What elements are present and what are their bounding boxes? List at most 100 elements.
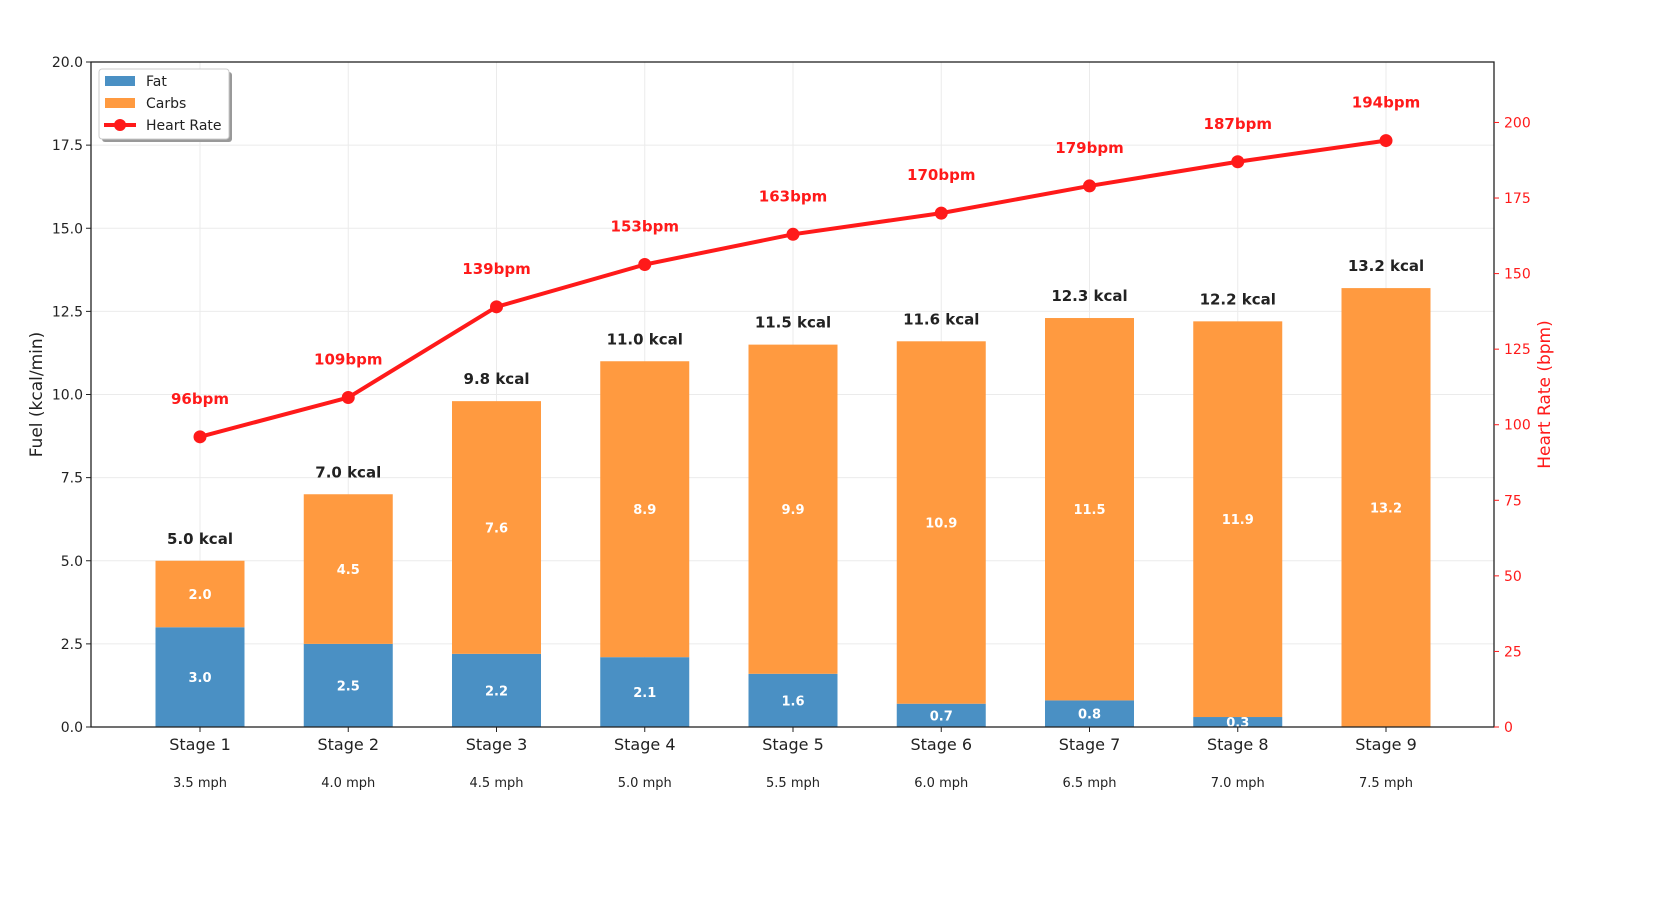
bar-carbs: [1193, 321, 1283, 718]
y2-tick-label: 25: [1504, 644, 1522, 660]
y2-tick-label: 100: [1504, 418, 1531, 434]
bar-carbs: [1045, 318, 1134, 701]
bar-label-carbs: 10.9: [925, 517, 957, 532]
bar-carbs: [452, 401, 541, 654]
bar-label-carbs: 2.0: [188, 588, 211, 603]
bar-label-carbs: 8.9: [633, 503, 656, 518]
x-sublabel: 4.0 mph: [321, 776, 375, 791]
heart-rate-label: 170bpm: [907, 166, 975, 184]
heart-rate-label: 179bpm: [1055, 139, 1123, 157]
legend: [98, 68, 230, 140]
y2-tick-label: 50: [1504, 569, 1522, 585]
y-tick-label: 17.5: [52, 138, 83, 154]
bar-total-label: 12.2 kcal: [1200, 290, 1276, 308]
heart-rate-point: [934, 206, 948, 220]
bar-fat: [748, 673, 838, 727]
bar-fat: [896, 703, 986, 727]
bar-carbs: [896, 341, 986, 704]
bar-label-carbs: 11.5: [1073, 503, 1105, 518]
x-sublabel: 6.0 mph: [914, 776, 968, 791]
x-tick-label: Stage 8: [1207, 735, 1269, 754]
heart-rate-label: 153bpm: [611, 218, 679, 236]
heart-rate-point: [638, 258, 652, 272]
bar-label-fat: 0.8: [1078, 708, 1101, 723]
bar-total-label: 11.0 kcal: [607, 330, 683, 348]
bar-carbs: [748, 344, 838, 674]
x-tick-label: Stage 9: [1355, 735, 1417, 754]
bar-label-fat: 1.6: [781, 694, 804, 709]
bar-fat: [1193, 717, 1283, 727]
bar-total-label: 11.6 kcal: [903, 310, 979, 328]
y-tick-label: 15.0: [52, 221, 83, 237]
heart-rate-point: [1379, 134, 1393, 148]
y-tick-label: 10.0: [52, 388, 83, 404]
y2-tick-label: 150: [1504, 267, 1531, 283]
bar-total-label: 5.0 kcal: [167, 530, 233, 548]
x-sublabel: 7.5 mph: [1359, 776, 1413, 791]
x-tick-label: Stage 4: [614, 735, 676, 754]
y-tick-label: 7.5: [61, 471, 83, 487]
x-sublabel: 4.5 mph: [470, 776, 524, 791]
y2-tick-label: 175: [1504, 191, 1531, 207]
y2-tick-label: 0: [1504, 720, 1513, 736]
x-tick-label: Stage 5: [762, 735, 824, 754]
bar-total-label: 7.0 kcal: [315, 463, 381, 481]
bar-carbs: [1341, 288, 1431, 727]
bar-total-label: 12.3 kcal: [1051, 287, 1127, 305]
bar-label-carbs: 9.9: [781, 503, 804, 518]
y2-tick-label: 200: [1504, 115, 1531, 131]
bar-carbs: [155, 560, 245, 628]
x-sublabel: 3.5 mph: [173, 776, 227, 791]
heart-rate-point: [341, 391, 355, 405]
heart-rate-point: [1083, 179, 1096, 193]
x-tick-label: Stage 3: [466, 735, 528, 754]
legend-marker-heart-rate: [114, 119, 126, 131]
bar-label-fat: 2.2: [485, 684, 508, 699]
y2-tick-label: 125: [1504, 342, 1531, 358]
x-tick-label: Stage 1: [169, 735, 231, 754]
heart-rate-label: 194bpm: [1352, 94, 1420, 112]
y2-axis-label: Heart Rate (bpm): [1535, 320, 1555, 469]
bar-total-label: 9.8 kcal: [464, 370, 530, 388]
heart-rate-point: [490, 300, 503, 314]
x-tick-label: Stage 6: [911, 735, 973, 754]
bar-label-carbs: 7.6: [485, 522, 508, 537]
y2-tick-label: 75: [1504, 493, 1522, 509]
y-tick-label: 0.0: [61, 720, 83, 736]
heart-rate-point: [193, 430, 207, 444]
heart-rate-point: [786, 227, 800, 241]
x-sublabel: 5.5 mph: [766, 776, 820, 791]
bar-fat: [155, 627, 245, 727]
bar-carbs: [303, 494, 393, 644]
bar-carbs: [600, 361, 690, 658]
bar-label-fat: 2.1: [633, 686, 656, 701]
legend-label-heart-rate: Heart Rate: [146, 118, 222, 134]
heart-rate-label: 187bpm: [1204, 115, 1272, 133]
y-tick-label: 2.5: [61, 637, 83, 653]
legend-swatch-carbs: [105, 98, 135, 108]
x-sublabel: 7.0 mph: [1211, 776, 1265, 791]
bar-label-carbs: 11.9: [1222, 513, 1254, 528]
bar-label-fat: 0.7: [930, 709, 953, 724]
y-tick-label: 5.0: [61, 554, 83, 570]
heart-rate-point: [1231, 155, 1245, 169]
legend-swatch-fat: [105, 76, 135, 86]
legend-label-fat: Fat: [146, 74, 167, 90]
x-tick-label: Stage 2: [318, 735, 380, 754]
bar-total-label: 13.2 kcal: [1348, 257, 1424, 275]
bar-fat: [600, 657, 690, 727]
bar-fat: [452, 653, 541, 727]
x-sublabel: 5.0 mph: [618, 776, 672, 791]
y-tick-label: 20.0: [52, 55, 83, 71]
heart-rate-label: 139bpm: [462, 260, 530, 278]
bar-total-label: 11.5 kcal: [755, 314, 831, 332]
y-axis-label: Fuel (kcal/min): [27, 332, 47, 458]
bar-label-fat: 3.0: [188, 671, 211, 686]
heart-rate-label: 109bpm: [314, 351, 382, 369]
bar-fat: [1045, 700, 1134, 727]
bar-label-carbs: 4.5: [337, 563, 360, 578]
bar-label-carbs: 13.2: [1370, 502, 1402, 517]
x-tick-label: Stage 7: [1059, 735, 1121, 754]
heart-rate-label: 163bpm: [759, 187, 827, 205]
